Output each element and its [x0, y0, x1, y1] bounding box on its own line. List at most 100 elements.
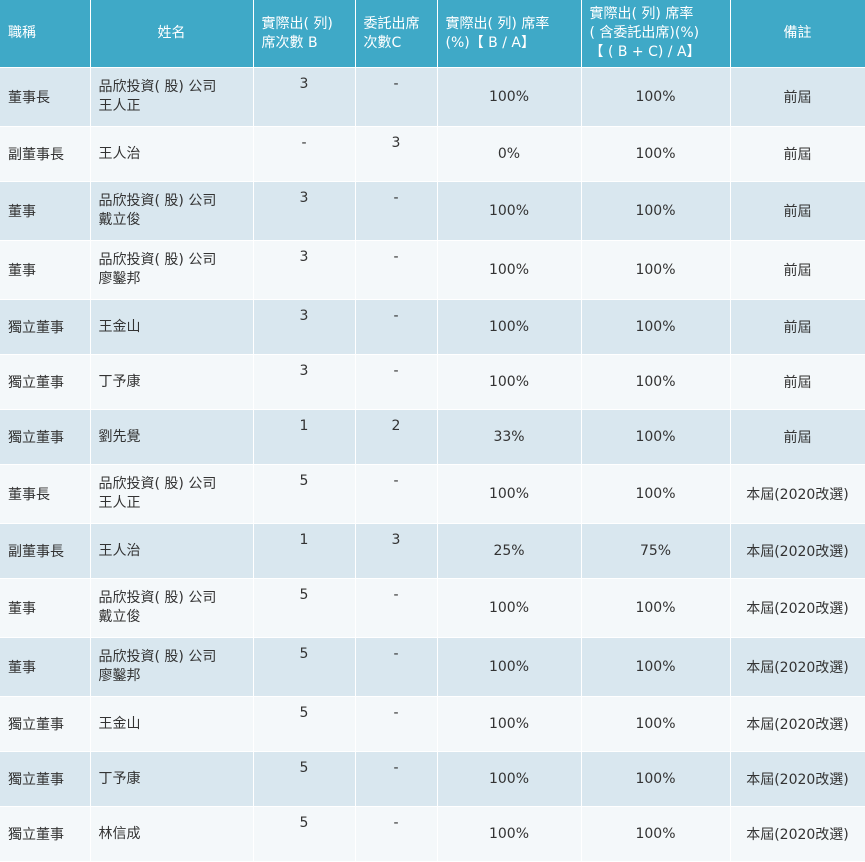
cell-proxy-count: -	[355, 299, 438, 355]
cell-title-text: 董事	[8, 263, 36, 279]
cell-note-text: 前屆	[783, 263, 812, 279]
table-row: 董事 品欣投資( 股) 公司 戴立俊 5 - 100% 100% 本屆(2020改選)	[0, 578, 865, 638]
cell-note-text: 本屆(2020改選)	[746, 772, 849, 788]
cell-attendance-rate-incl-proxy: 100%	[581, 751, 731, 807]
cell-proxy-count: -	[355, 67, 438, 127]
cell-actual-count-text: 3	[299, 249, 309, 265]
cell-actual-count: 1	[253, 409, 356, 465]
table-header-row: 職稱 姓名 實際出( 列) 席次數 B 委託出席 次數C 實際出( 列) 席率 …	[0, 0, 865, 68]
cell-attendance-rate: 100%	[437, 299, 582, 355]
cell-attendance-rate-text: 100%	[488, 319, 530, 335]
header-rate-incl-line1: 實際出( 列) 席率	[589, 6, 694, 22]
header-rate-line1: 實際出( 列) 席率	[445, 15, 550, 32]
cell-proxy-count-text: -	[393, 249, 399, 265]
cell-actual-count: 5	[253, 806, 356, 862]
cell-proxy-count: 3	[355, 126, 438, 182]
cell-note-text: 本屆(2020改選)	[746, 601, 849, 617]
cell-title-text: 獨立董事	[8, 717, 64, 733]
cell-name: 品欣投資( 股) 公司 廖鑿邦	[90, 240, 254, 300]
cell-attendance-rate-text: 33%	[493, 429, 525, 445]
cell-name-text: 劉先覺	[98, 428, 141, 445]
header-name: 姓名	[90, 0, 254, 68]
cell-name-text: 王人正	[98, 495, 141, 511]
cell-note: 前屆	[730, 181, 865, 241]
header-rate-line2: (%)【 B / A】	[445, 34, 535, 51]
cell-attendance-rate: 100%	[437, 67, 582, 127]
cell-title: 董事長	[0, 67, 91, 127]
header-actual-line2: 席次數 B	[261, 34, 318, 51]
cell-title: 董事長	[0, 464, 91, 524]
cell-name-text: 品欣投資( 股) 公司	[98, 79, 217, 95]
cell-attendance-rate-incl-proxy-text: 100%	[635, 146, 676, 162]
cell-attendance-rate-incl-proxy: 100%	[581, 806, 731, 862]
cell-title: 董事	[0, 240, 91, 300]
cell-title: 董事	[0, 637, 91, 697]
cell-attendance-rate: 25%	[437, 523, 582, 579]
cell-name: 王金山	[90, 696, 254, 752]
cell-title: 副董事長	[0, 523, 91, 579]
header-name-text: 姓名	[157, 25, 186, 41]
cell-title: 獨立董事	[0, 354, 91, 410]
cell-name-text: 丁予康	[98, 373, 141, 390]
table-row: 獨立董事 丁予康 3 - 100% 100% 前屆	[0, 354, 865, 410]
cell-actual-count-text: 5	[299, 815, 309, 831]
cell-name-text: 戴立俊	[98, 212, 141, 228]
cell-attendance-rate-incl-proxy: 100%	[581, 181, 731, 241]
cell-actual-count: 3	[253, 240, 356, 300]
cell-attendance-rate-incl-proxy: 100%	[581, 240, 731, 300]
cell-attendance-rate: 100%	[437, 806, 582, 862]
cell-proxy-count-text: -	[393, 190, 399, 206]
cell-attendance-rate-incl-proxy: 100%	[581, 354, 731, 410]
cell-proxy-count-text: -	[393, 76, 399, 92]
cell-actual-count-text: 1	[299, 532, 309, 548]
cell-proxy-count-text: -	[393, 587, 399, 603]
cell-proxy-count-text: 2	[391, 418, 401, 434]
cell-name: 王人治	[90, 523, 254, 579]
cell-proxy-count-text: 3	[391, 532, 401, 548]
cell-attendance-rate-text: 100%	[488, 659, 530, 675]
cell-name: 劉先覺	[90, 409, 254, 465]
cell-title: 獨立董事	[0, 299, 91, 355]
cell-note: 本屆(2020改選)	[730, 523, 865, 579]
cell-note-text: 前屆	[783, 147, 812, 163]
cell-name-text: 品欣投資( 股) 公司	[98, 590, 217, 606]
cell-name: 丁予康	[90, 354, 254, 410]
header-attendance-rate: 實際出( 列) 席率 (%)【 B / A】	[437, 0, 582, 68]
table-row: 董事長 品欣投資( 股) 公司 王人正 3 - 100% 100% 前屆	[0, 67, 865, 127]
cell-attendance-rate-incl-proxy-text: 100%	[635, 659, 676, 675]
cell-title-text: 獨立董事	[8, 827, 64, 843]
cell-attendance-rate-incl-proxy: 100%	[581, 409, 731, 465]
cell-actual-count: 3	[253, 67, 356, 127]
cell-attendance-rate-incl-proxy-text: 75%	[639, 543, 672, 559]
cell-actual-count: 5	[253, 751, 356, 807]
cell-note: 前屆	[730, 126, 865, 182]
cell-name-text: 廖鑿邦	[98, 271, 141, 287]
cell-proxy-count: 3	[355, 523, 438, 579]
cell-title-text: 副董事長	[8, 147, 64, 163]
cell-attendance-rate-incl-proxy-text: 100%	[635, 600, 676, 616]
cell-attendance-rate-text: 100%	[488, 716, 530, 732]
cell-note-text: 本屆(2020改選)	[746, 487, 849, 503]
cell-actual-count: -	[253, 126, 356, 182]
cell-name-text: 王人治	[98, 542, 141, 559]
cell-attendance-rate-incl-proxy-text: 100%	[635, 486, 676, 502]
cell-attendance-rate-incl-proxy: 100%	[581, 637, 731, 697]
cell-proxy-count-text: -	[393, 646, 399, 662]
cell-name-text: 品欣投資( 股) 公司	[98, 193, 217, 209]
cell-name-text: 品欣投資( 股) 公司	[98, 649, 217, 665]
cell-note: 本屆(2020改選)	[730, 578, 865, 638]
cell-title-text: 董事	[8, 660, 36, 676]
cell-note-text: 前屆	[783, 320, 812, 336]
cell-note-text: 本屆(2020改選)	[746, 717, 849, 733]
cell-name-text: 品欣投資( 股) 公司	[98, 476, 217, 492]
cell-actual-count: 5	[253, 637, 356, 697]
cell-note-text: 前屆	[783, 90, 812, 106]
cell-name: 品欣投資( 股) 公司 戴立俊	[90, 578, 254, 638]
cell-attendance-rate-text: 100%	[488, 262, 530, 278]
cell-attendance-rate-incl-proxy: 100%	[581, 464, 731, 524]
cell-title-text: 副董事長	[8, 544, 64, 560]
cell-attendance-rate: 100%	[437, 181, 582, 241]
cell-note: 前屆	[730, 354, 865, 410]
cell-name-text: 丁予康	[98, 770, 141, 787]
